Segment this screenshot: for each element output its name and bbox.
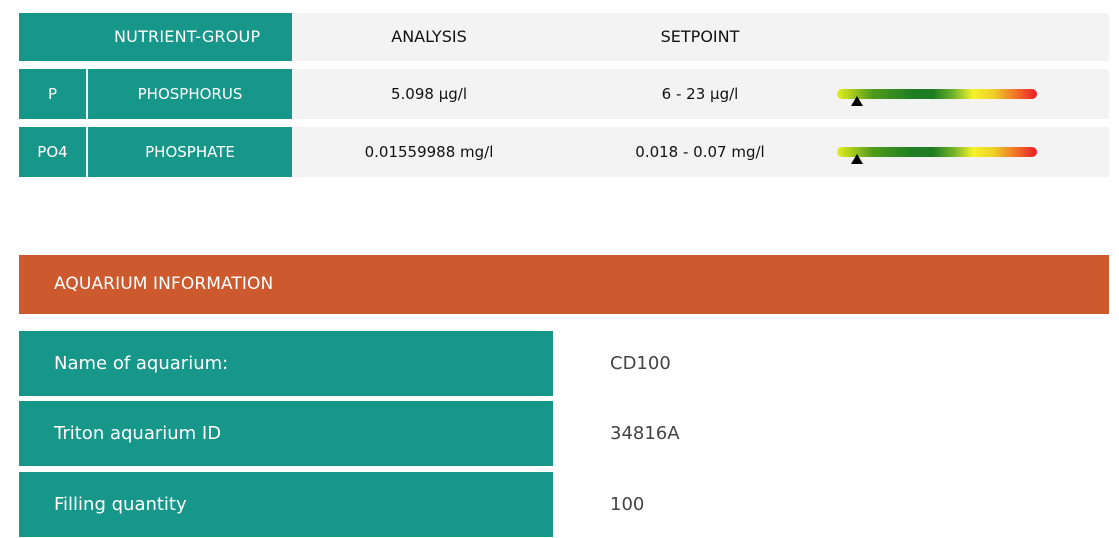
level-gauge bbox=[837, 89, 1037, 99]
nutrient-table-header: NUTRIENT-GROUP ANALYSIS SETPOINT bbox=[19, 13, 1109, 61]
table-row: P PHOSPHORUS 5.098 µg/l 6 - 23 µg/l bbox=[19, 69, 1109, 119]
filling-quantity-value: 100 bbox=[610, 494, 645, 515]
aquarium-id-label: Triton aquarium ID bbox=[19, 401, 553, 466]
table-row: PO4 PHOSPHATE 0.01559988 mg/l 0.018 - 0.… bbox=[19, 127, 1109, 177]
level-gauge bbox=[837, 147, 1037, 157]
aquarium-id-value: 34816A bbox=[610, 423, 680, 444]
nutrient-name: PHOSPHATE bbox=[88, 127, 292, 177]
analysis-value: 5.098 µg/l bbox=[391, 85, 467, 103]
nutrient-symbol: P bbox=[19, 69, 86, 119]
nutrient-group-header: NUTRIENT-GROUP bbox=[19, 13, 292, 61]
nutrient-name: PHOSPHORUS bbox=[88, 69, 292, 119]
aquarium-name-value: CD100 bbox=[610, 353, 671, 374]
aquarium-name-label: Name of aquarium: bbox=[19, 331, 553, 396]
nutrient-symbol: PO4 bbox=[19, 127, 86, 177]
aquarium-info-header: AQUARIUM INFORMATION bbox=[19, 255, 1109, 314]
analysis-value: 0.01559988 mg/l bbox=[364, 143, 494, 161]
filling-quantity-label: Filling quantity bbox=[19, 472, 553, 537]
analysis-header: ANALYSIS bbox=[391, 27, 467, 46]
gauge-marker-icon bbox=[851, 96, 863, 106]
gauge-marker-icon bbox=[851, 154, 863, 164]
setpoint-value: 0.018 - 0.07 mg/l bbox=[635, 143, 765, 161]
setpoint-value: 6 - 23 µg/l bbox=[661, 85, 739, 103]
setpoint-header: SETPOINT bbox=[660, 27, 740, 46]
